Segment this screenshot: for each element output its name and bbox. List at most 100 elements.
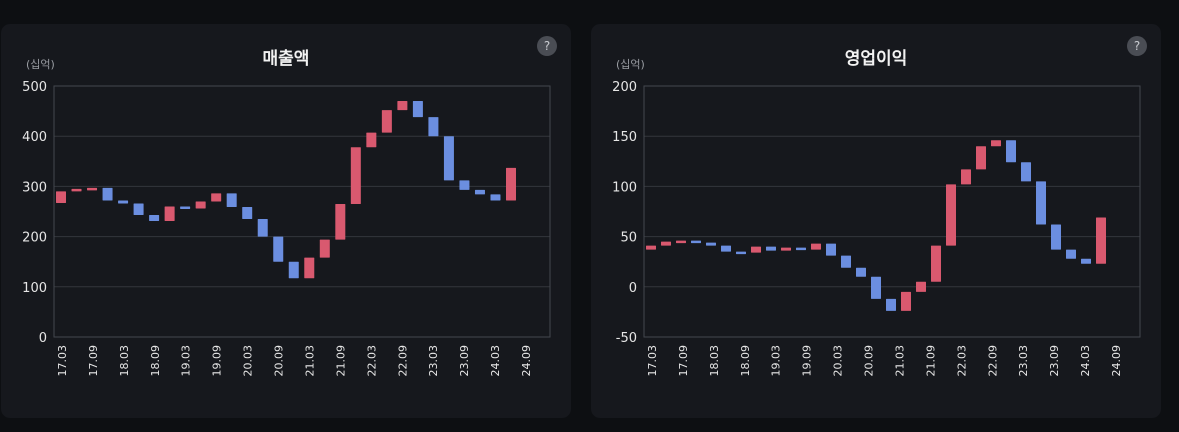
revenue-x-tick-label: 20.03 [242,345,255,377]
profit-y-tick-label: 0 [629,281,637,296]
revenue-bar-decrease [149,215,159,221]
profit-bar-decrease [1051,225,1061,250]
profit-x-tick-label: 19.09 [801,345,814,377]
revenue-bar-decrease [289,262,299,279]
revenue-x-tick-label: 24.09 [520,345,533,377]
revenue-bar-increase [366,133,376,148]
profit-y-tick-label: -50 [616,331,637,346]
profit-bar-decrease [856,268,866,277]
revenue-x-tick-label: 22.09 [396,345,409,377]
profit-bar-increase [781,248,791,251]
revenue-bar-increase [382,110,392,133]
profit-x-tick-label: 23.09 [1048,345,1061,377]
revenue-bar-decrease [428,117,438,136]
revenue-bar-increase [196,201,206,208]
revenue-x-tick-label: 18.09 [149,345,162,377]
profit-bar-decrease [691,241,701,244]
revenue-x-tick-label: 18.03 [118,345,131,377]
profit-bar-decrease [1066,250,1076,259]
profit-x-tick-label: 23.03 [1017,345,1030,377]
profit-bar-increase [946,184,956,245]
profit-x-tick-label: 17.03 [646,345,659,377]
profit-x-tick-label: 22.03 [955,345,968,377]
revenue-x-tick-label: 21.03 [303,345,316,377]
revenue-x-tick-label: 17.03 [56,345,69,377]
revenue-bar-decrease [258,219,268,237]
profit-x-tick-label: 20.09 [863,345,876,377]
profit-x-tick-label: 19.03 [770,345,783,377]
profit-y-tick-label: 100 [612,180,637,195]
profit-bar-increase [661,242,671,246]
profit-x-tick-label: 21.03 [893,345,906,377]
revenue-bar-decrease [413,101,423,117]
profit-bar-decrease [721,246,731,252]
revenue-bar-increase [304,258,314,279]
profit-x-tick-label: 18.03 [708,345,721,377]
profit-bar-increase [931,246,941,282]
profit-bar-decrease [826,244,836,256]
revenue-bar-increase [211,193,221,201]
revenue-bar-increase [72,189,82,192]
operating-profit-panel: 영업이익 ? (십억) -50 0 50 100 150 200 17.03 17.09 18.… [591,24,1161,418]
revenue-x-tick-label: 23.09 [458,345,471,377]
revenue-bar-decrease [475,190,485,195]
profit-bar-increase [676,241,686,244]
revenue-x-tick-label: 20.09 [273,345,286,377]
revenue-bar-decrease [227,193,237,207]
profit-bar-increase [811,244,821,250]
revenue-y-tick-label: 500 [22,80,47,95]
revenue-panel: 매출액 ? (십억) 0 100 200 300 400 500 17.03 17.09 18.… [1,24,571,418]
profit-bar-increase [901,292,911,311]
profit-bar-decrease [766,247,776,251]
revenue-bar-decrease [242,207,252,219]
revenue-x-tick-label: 21.09 [334,345,347,377]
profit-y-tick-label: 50 [620,231,637,246]
revenue-x-tick-label: 19.09 [211,345,224,377]
revenue-x-tick-label: 22.03 [365,345,378,377]
profit-bar-decrease [1036,181,1046,224]
revenue-bar-decrease [459,180,469,190]
revenue-bar-increase [506,168,516,201]
revenue-plot-frame [54,86,550,337]
revenue-bar-increase [320,240,330,258]
revenue-bar-increase [56,191,66,203]
profit-bar-increase [751,247,761,253]
profit-bar-decrease [706,243,716,246]
revenue-bar-increase [87,188,97,191]
profit-bar-decrease [1021,162,1031,181]
revenue-y-tick-label: 100 [22,281,47,296]
profit-bar-increase [1096,218,1106,264]
revenue-bar-decrease [134,203,144,215]
profit-x-tick-label: 22.09 [986,345,999,377]
revenue-bar-decrease [444,136,454,180]
profit-y-tick-label: 200 [612,80,637,95]
profit-bar-increase [646,246,656,250]
revenue-bar-decrease [103,188,113,201]
profit-bar-increase [916,282,926,292]
profit-bar-decrease [1006,140,1016,162]
profit-bar-decrease [841,256,851,268]
revenue-bar-increase [397,101,407,110]
revenue-bar-increase [335,204,345,240]
revenue-x-tick-label: 24.03 [489,345,502,377]
profit-x-tick-label: 18.09 [739,345,752,377]
profit-bar-decrease [796,248,806,251]
profit-bar-increase [961,169,971,184]
revenue-bar-decrease [490,194,500,200]
revenue-y-tick-label: 0 [39,331,47,346]
profit-x-tick-label: 24.09 [1110,345,1123,377]
revenue-y-tick-label: 300 [22,180,47,195]
revenue-bar-increase [165,206,175,221]
profit-bar-increase [991,140,1001,146]
revenue-x-tick-label: 23.03 [427,345,440,377]
revenue-bar-decrease [180,206,190,209]
profit-x-tick-label: 24.03 [1079,345,1092,377]
operating-profit-chart: -50 0 50 100 150 200 17.03 17.09 18.03 18.09 19.03… [591,24,1161,418]
revenue-x-tick-label: 17.09 [87,345,100,377]
profit-bar-decrease [736,252,746,255]
profit-bar-decrease [1081,259,1091,264]
revenue-bar-increase [351,147,361,204]
revenue-y-tick-label: 400 [22,130,47,145]
revenue-bar-decrease [118,200,128,203]
profit-x-tick-label: 20.03 [832,345,845,377]
